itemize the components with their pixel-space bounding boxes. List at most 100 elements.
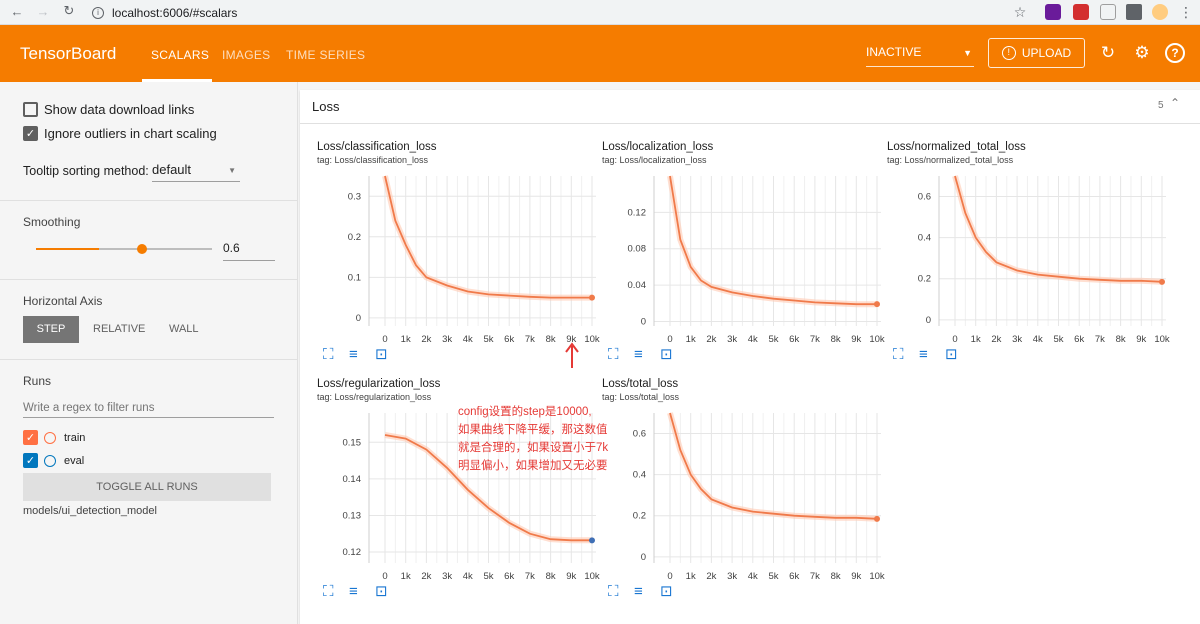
- x-tick-label: 9k: [566, 571, 576, 582]
- upload-info-icon: !: [1001, 46, 1016, 60]
- upload-button[interactable]: ! UPLOAD: [988, 38, 1085, 68]
- y-tick-label: 0.12: [343, 547, 362, 558]
- toggle-log-scale-icon[interactable]: ≡: [349, 583, 358, 600]
- toggle-log-scale-icon[interactable]: ≡: [919, 346, 928, 363]
- toggle-log-scale-icon[interactable]: ≡: [634, 583, 643, 600]
- run-eval-checkbox[interactable]: ✓: [23, 453, 38, 468]
- forward-icon[interactable]: →: [36, 4, 50, 19]
- y-tick-label: 0.12: [628, 207, 647, 218]
- tab-images[interactable]: IMAGES: [222, 48, 271, 62]
- fit-domain-icon[interactable]: ⊡: [660, 346, 673, 363]
- y-tick-label: 0.04: [628, 280, 647, 291]
- x-tick-label: 3k: [727, 571, 737, 582]
- x-tick-label: 1k: [686, 334, 696, 345]
- fit-domain-icon[interactable]: ⊡: [375, 346, 388, 363]
- haxis-relative-button[interactable]: RELATIVE: [93, 323, 146, 335]
- tooltip-sorting-select[interactable]: default ▼: [152, 162, 240, 182]
- x-tick-label: 5k: [768, 571, 778, 582]
- x-tick-label: 0: [952, 334, 957, 345]
- series-end-point: [1159, 278, 1165, 285]
- select-caret-icon: ▼: [228, 166, 236, 175]
- show-download-links-checkbox[interactable]: Show data download links: [23, 102, 194, 117]
- toggle-all-runs-button[interactable]: TOGGLE ALL RUNS: [23, 473, 271, 501]
- ignore-outliers-checkbox[interactable]: ✓ Ignore outliers in chart scaling: [23, 126, 217, 141]
- menu-kebab-icon[interactable]: ⋮: [1179, 4, 1193, 20]
- settings-gear-icon[interactable]: ⚙: [1134, 43, 1150, 62]
- collapse-chevron-icon[interactable]: ⌃: [1170, 96, 1181, 110]
- chart-tag: tag: Loss/total_loss: [602, 392, 680, 402]
- x-tick-label: 7k: [525, 334, 535, 345]
- series-end-point: [589, 537, 595, 544]
- sidebar: Show data download links ✓ Ignore outlie…: [0, 82, 298, 624]
- run-eval-row[interactable]: ✓ eval: [23, 453, 84, 468]
- extensions-puzzle-icon[interactable]: [1126, 4, 1142, 20]
- horizontal-axis-label: Horizontal Axis: [23, 294, 103, 308]
- x-tick-label: 7k: [810, 571, 820, 582]
- tab-time-series[interactable]: TIME SERIES: [286, 48, 366, 62]
- x-tick-label: 9k: [566, 334, 576, 345]
- fullscreen-icon[interactable]: ⛶: [608, 346, 619, 363]
- series-line-train: [384, 175, 592, 299]
- x-tick-label: 9k: [851, 334, 861, 345]
- series-line-train: [384, 434, 592, 542]
- toggle-log-scale-icon[interactable]: ≡: [634, 346, 643, 363]
- card-header[interactable]: Loss 5 ⌃: [300, 90, 1200, 124]
- x-tick-label: 4k: [1033, 334, 1043, 345]
- x-tick-label: 1k: [401, 334, 411, 345]
- fullscreen-icon[interactable]: ⛶: [323, 346, 334, 363]
- extension-red-icon[interactable]: [1073, 4, 1089, 20]
- help-icon[interactable]: ?: [1165, 43, 1185, 63]
- smoothing-value-input[interactable]: 0.6: [223, 241, 275, 261]
- y-tick-label: 0.6: [633, 429, 646, 440]
- x-tick-label: 0: [667, 334, 672, 345]
- x-tick-label: 6k: [789, 334, 799, 345]
- back-icon[interactable]: ←: [10, 4, 24, 19]
- tab-scalars[interactable]: SCALARS: [151, 48, 210, 62]
- smoothing-label: Smoothing: [23, 215, 81, 229]
- toggle-log-scale-icon[interactable]: ≡: [349, 346, 358, 363]
- runs-filter-input[interactable]: [23, 398, 274, 418]
- fit-domain-icon[interactable]: ⊡: [945, 346, 958, 363]
- y-tick-label: 0.6: [918, 192, 931, 203]
- slider-thumb[interactable]: [136, 244, 147, 254]
- y-tick-label: 0.4: [633, 470, 646, 481]
- annotation-note: config设置的step是10000, 如果曲线下降平缓，那这数值 就是合理的…: [458, 403, 618, 475]
- bookmark-star-icon[interactable]: ☆: [1013, 4, 1027, 20]
- x-tick-label: 3k: [1012, 334, 1022, 345]
- profile-avatar[interactable]: [1152, 4, 1168, 20]
- extension-shield-icon[interactable]: [1100, 4, 1116, 20]
- fullscreen-icon[interactable]: ⛶: [893, 346, 904, 363]
- fullscreen-icon[interactable]: ⛶: [323, 583, 334, 600]
- fullscreen-icon[interactable]: ⛶: [608, 583, 619, 600]
- run-state-dropdown[interactable]: INACTIVE ▼: [866, 45, 974, 67]
- haxis-step-button[interactable]: STEP: [23, 316, 79, 343]
- annotation-line: config设置的step是10000,: [458, 406, 592, 418]
- fit-domain-icon[interactable]: ⊡: [660, 583, 673, 600]
- model-path: models/ui_detection_model: [23, 505, 157, 517]
- card-count: 5: [1158, 100, 1164, 111]
- x-tick-label: 8k: [831, 571, 841, 582]
- haxis-wall-button[interactable]: WALL: [169, 323, 199, 335]
- smoothing-slider[interactable]: [36, 244, 212, 254]
- y-tick-label: 0: [641, 316, 646, 327]
- fit-domain-icon[interactable]: ⊡: [375, 583, 388, 600]
- chart-plot: 0 1k 2k 3k 4k 5k 6k 7k 8k 9k 10k 0 0.2 0.4 0.6: [918, 175, 1170, 345]
- info-icon[interactable]: i: [92, 6, 104, 19]
- sidebar-divider: [0, 359, 298, 360]
- run-train-row[interactable]: ✓ train: [23, 430, 85, 445]
- x-tick-label: 5k: [483, 571, 493, 582]
- extension-purple-icon[interactable]: [1045, 4, 1061, 20]
- chart-title: Loss/normalized_total_loss: [887, 141, 1026, 153]
- address-bar[interactable]: i localhost:6006/#scalars: [92, 3, 992, 22]
- run-train-checkbox[interactable]: ✓: [23, 430, 38, 445]
- x-tick-label: 1k: [686, 571, 696, 582]
- reload-icon[interactable]: ↻: [63, 3, 75, 18]
- y-tick-label: 0.15: [343, 437, 362, 448]
- x-tick-label: 0: [667, 571, 672, 582]
- x-tick-label: 0: [382, 571, 387, 582]
- chart-title: Loss/total_loss: [602, 378, 679, 390]
- series-end-point: [874, 301, 880, 308]
- x-tick-label: 9k: [851, 571, 861, 582]
- refresh-icon[interactable]: ↻: [1100, 43, 1116, 62]
- card-title: Loss: [312, 99, 340, 114]
